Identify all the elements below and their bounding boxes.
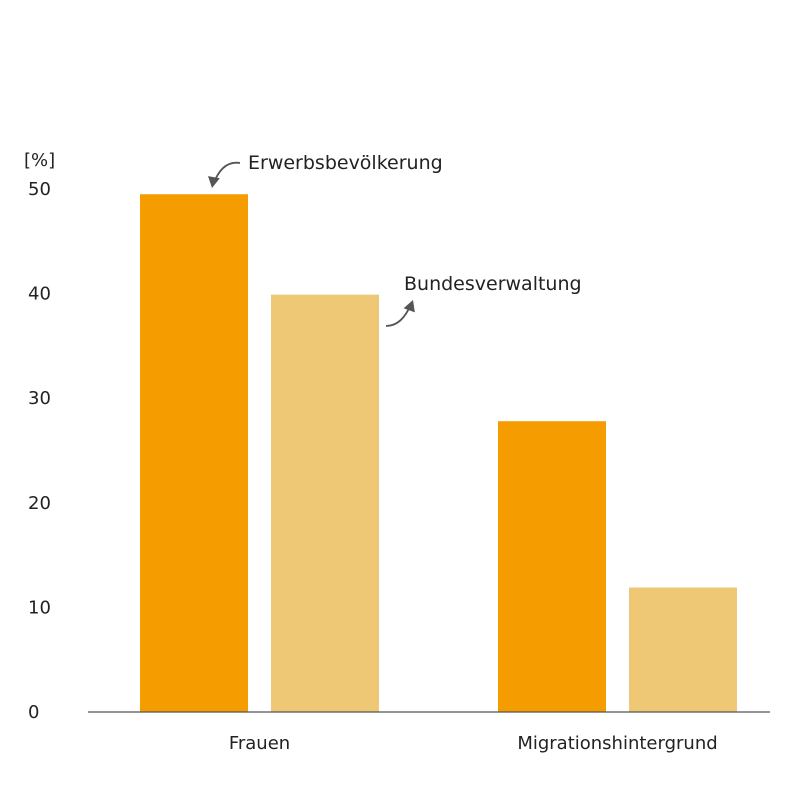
series-label: Bundesverwaltung	[404, 273, 582, 295]
bars	[140, 194, 737, 713]
y-tick-label: 20	[28, 493, 51, 514]
bar-1-0	[498, 421, 606, 712]
y-tick-label: 0	[28, 702, 39, 723]
y-axis-ticks: 0 10 20 30 40 50	[28, 179, 51, 723]
y-axis-unit-label: [%]	[24, 150, 55, 171]
category-labels: Frauen Migrationshintergrund	[229, 733, 718, 754]
bar-0-0	[140, 194, 248, 713]
bar-0-1	[271, 294, 379, 712]
bar-1-1	[629, 587, 737, 712]
category-label: Frauen	[229, 733, 290, 754]
y-tick-label: 40	[28, 284, 51, 305]
annotation-arrowhead	[208, 176, 220, 188]
y-tick-label: 50	[28, 179, 51, 200]
series-annotations: Erwerbsbevölkerung Bundesverwaltung	[208, 152, 582, 327]
category-label: Migrationshintergrund	[517, 733, 717, 754]
y-tick-label: 10	[28, 597, 51, 618]
y-tick-label: 30	[28, 388, 51, 409]
series-label: Erwerbsbevölkerung	[248, 152, 443, 174]
annotation-arrowhead	[403, 300, 415, 313]
